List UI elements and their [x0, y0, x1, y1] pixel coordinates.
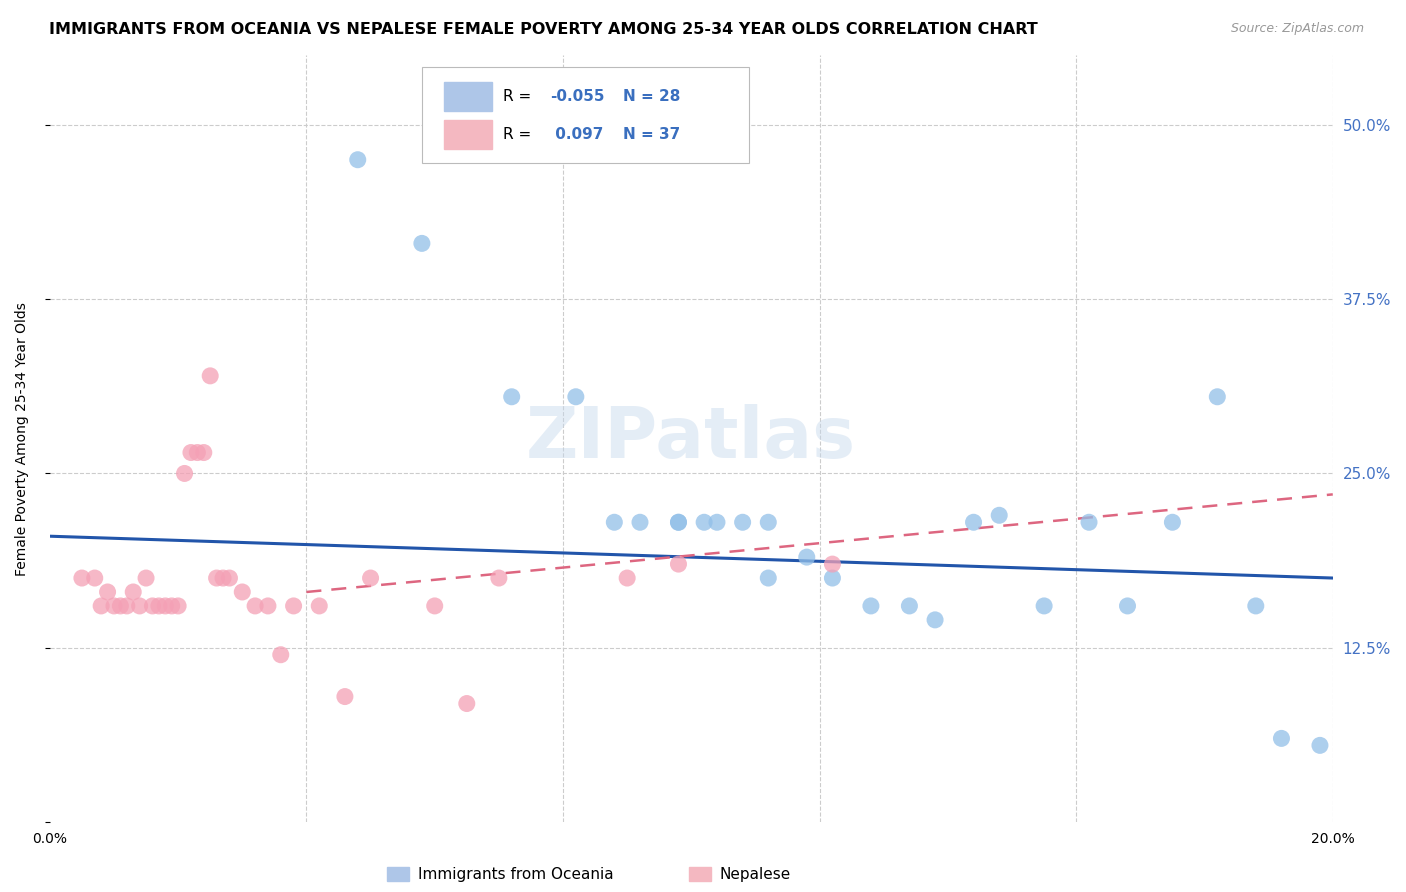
Point [1309, 739, 1331, 753]
Point [128, 599, 150, 613]
Text: N = 37: N = 37 [623, 128, 681, 143]
Point [90, 599, 112, 613]
Point [180, 445, 202, 459]
Point [603, 515, 626, 529]
Point [257, 599, 280, 613]
Point [1206, 390, 1229, 404]
Point [346, 153, 368, 167]
Point [135, 571, 157, 585]
Point [821, 571, 844, 585]
Point [200, 368, 222, 383]
Point [122, 585, 145, 599]
Point [160, 599, 183, 613]
Point [821, 557, 844, 571]
Point [988, 508, 1011, 523]
Point [756, 571, 779, 585]
Point [270, 648, 292, 662]
Point [1161, 515, 1184, 529]
Point [796, 550, 818, 565]
Point [1078, 515, 1101, 529]
Point [756, 515, 779, 529]
Text: -0.055: -0.055 [550, 89, 605, 104]
Text: R =: R = [503, 128, 531, 143]
Point [218, 571, 240, 585]
Point [1270, 731, 1292, 746]
Bar [444, 82, 492, 112]
Point [167, 599, 190, 613]
Point [308, 599, 330, 613]
Point [668, 557, 690, 571]
Text: 0.097: 0.097 [550, 128, 603, 143]
Text: Immigrants from Oceania: Immigrants from Oceania [418, 867, 613, 881]
Point [333, 690, 356, 704]
Point [616, 571, 638, 585]
Point [360, 571, 382, 585]
Point [1244, 599, 1267, 613]
Point [1116, 599, 1139, 613]
Bar [444, 120, 492, 150]
Point [859, 599, 882, 613]
Point [148, 599, 170, 613]
Point [628, 515, 651, 529]
Point [231, 585, 253, 599]
Point [115, 599, 138, 613]
Text: N = 28: N = 28 [623, 89, 681, 104]
Point [186, 445, 208, 459]
Text: Nepalese: Nepalese [720, 867, 792, 881]
Point [173, 467, 195, 481]
Point [411, 236, 433, 251]
Text: R =: R = [503, 89, 531, 104]
Point [501, 390, 523, 404]
Y-axis label: Female Poverty Among 25-34 Year Olds: Female Poverty Among 25-34 Year Olds [15, 301, 30, 575]
Point [731, 515, 754, 529]
Point [212, 571, 235, 585]
Text: IMMIGRANTS FROM OCEANIA VS NEPALESE FEMALE POVERTY AMONG 25-34 YEAR OLDS CORRELA: IMMIGRANTS FROM OCEANIA VS NEPALESE FEMA… [49, 22, 1038, 37]
Point [283, 599, 305, 613]
Point [924, 613, 946, 627]
Point [668, 515, 690, 529]
Point [83, 571, 105, 585]
Point [70, 571, 93, 585]
Point [205, 571, 228, 585]
Point [155, 599, 177, 613]
Point [706, 515, 728, 529]
Point [456, 697, 478, 711]
Point [1033, 599, 1056, 613]
Point [488, 571, 510, 585]
Point [898, 599, 921, 613]
FancyBboxPatch shape [422, 67, 749, 162]
Point [423, 599, 446, 613]
Text: Source: ZipAtlas.com: Source: ZipAtlas.com [1230, 22, 1364, 36]
Text: ZIPatlas: ZIPatlas [526, 404, 856, 473]
Point [693, 515, 716, 529]
Point [193, 445, 215, 459]
Point [141, 599, 163, 613]
Point [565, 390, 588, 404]
Point [97, 585, 120, 599]
Point [962, 515, 984, 529]
Point [668, 515, 690, 529]
Point [243, 599, 266, 613]
Point [110, 599, 132, 613]
Point [103, 599, 125, 613]
